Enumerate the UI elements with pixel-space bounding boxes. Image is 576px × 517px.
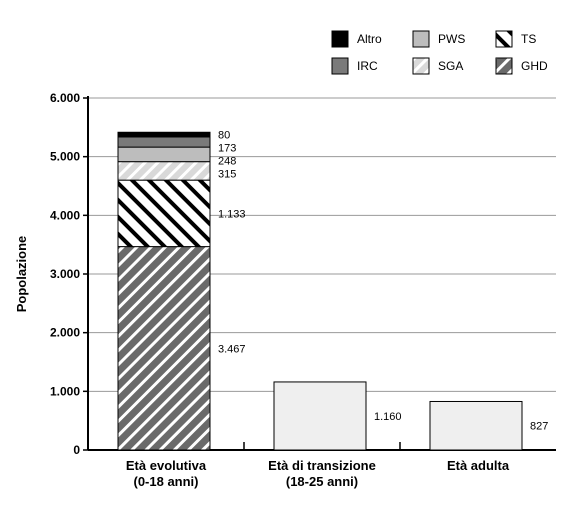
legend-swatch-ts (495, 30, 513, 48)
data-label-ts: 1.133 (218, 208, 246, 220)
y-tick-label: 3.000 (50, 267, 80, 281)
y-tick-label: 2.000 (50, 326, 80, 340)
x-category-label: (0-18 anni) (133, 474, 198, 489)
bars (117, 131, 523, 451)
bar-segment-sga (117, 161, 211, 181)
data-label-altro: 80 (218, 130, 230, 142)
data-label-ghd: 3.467 (218, 343, 246, 355)
legend-label-irc: IRC (357, 59, 378, 73)
x-category-label: Età adulta (447, 458, 510, 473)
data-label-irc: 173 (218, 143, 236, 155)
y-tick-label: 4.000 (50, 208, 80, 222)
legend-swatch-irc (331, 57, 349, 75)
legend-label-sga: SGA (438, 59, 463, 73)
bar-segment-pws (117, 146, 211, 163)
y-tick-label: 0 (73, 443, 80, 457)
y-tick-label: 5.000 (50, 150, 80, 164)
legend-label-pws: PWS (438, 32, 465, 46)
legend-label-ghd: GHD (521, 59, 548, 73)
y-tick-label: 6.000 (50, 91, 80, 105)
legend-swatch-sga (412, 57, 430, 75)
legend-swatch-pws (412, 30, 430, 48)
legend-label-altro: Altro (357, 32, 382, 46)
x-category-label: (18-25 anni) (286, 474, 358, 489)
bar-segment-irc (117, 136, 211, 148)
bar-total (273, 381, 367, 451)
x-category-label: Età evolutiva (126, 458, 207, 473)
legend-label-ts: TS (521, 32, 536, 46)
y-axis-label: Popolazione (14, 236, 29, 313)
legend-swatch-altro (331, 30, 349, 48)
bar-total (429, 400, 523, 451)
bar-segment-ghd (117, 246, 211, 451)
data-label-pws: 248 (218, 156, 236, 168)
x-category-label: Età di transizione (268, 458, 376, 473)
legend: Altro PWS TS IRC SGA GHD (331, 30, 548, 75)
bar-segment-altro (117, 131, 211, 138)
data-label-sga: 315 (218, 169, 236, 181)
data-label: 827 (530, 421, 548, 433)
y-tick-label: 1.000 (50, 384, 80, 398)
bar-segment-ts (117, 179, 211, 248)
legend-swatch-ghd (495, 57, 513, 75)
data-label: 1.160 (374, 411, 402, 423)
